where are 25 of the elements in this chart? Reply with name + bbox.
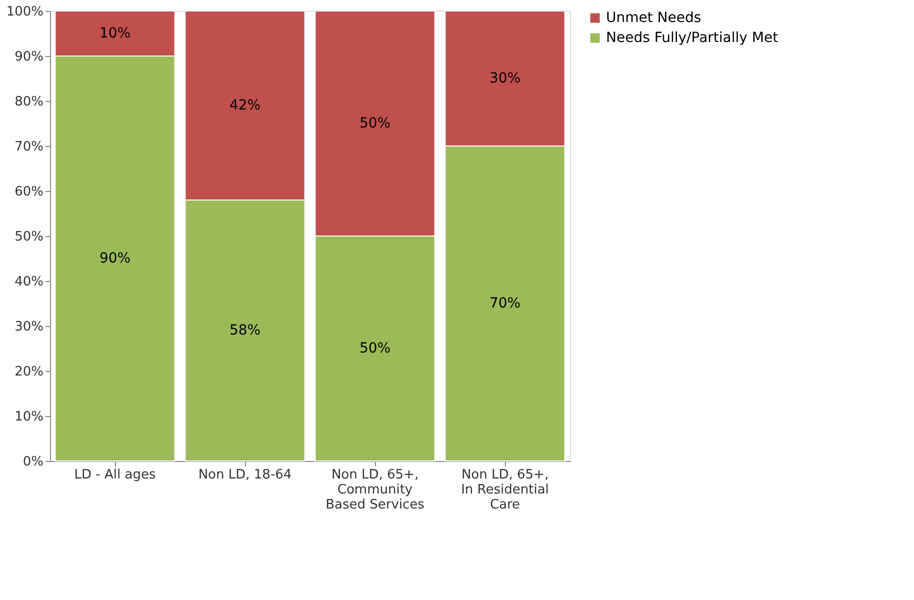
y-tick-label: 70% bbox=[14, 140, 44, 154]
y-tick-label: 90% bbox=[14, 50, 44, 64]
data-label: 50% bbox=[359, 116, 391, 132]
data-label: 50% bbox=[359, 340, 391, 356]
legend-label: Needs Fully/Partially Met bbox=[606, 30, 779, 46]
y-tick-label: 100% bbox=[6, 4, 44, 20]
y-tick-label: 0% bbox=[22, 454, 44, 470]
data-label: 70% bbox=[489, 296, 521, 312]
data-label: 30% bbox=[489, 70, 521, 86]
data-label: 90% bbox=[99, 250, 131, 266]
y-tick-label: 80% bbox=[14, 94, 44, 110]
data-label: 58% bbox=[229, 322, 261, 338]
x-tick-label: Non LD, 65+, Community Based Services bbox=[326, 468, 425, 512]
y-tick-label: 40% bbox=[14, 274, 44, 290]
y-tick-label: 20% bbox=[14, 364, 44, 380]
y-tick-label: 60% bbox=[14, 184, 44, 200]
y-tick-label: 10% bbox=[14, 410, 44, 424]
x-tick-label: Non LD, 18-64 bbox=[198, 468, 292, 482]
legend-label: Unmet Needs bbox=[606, 10, 702, 26]
x-tick-label: LD - All ages bbox=[74, 468, 156, 482]
x-tick-label: Non LD, 65+, In Residential Care bbox=[461, 468, 549, 512]
data-label: 10% bbox=[99, 26, 131, 42]
y-tick-label: 50% bbox=[14, 230, 44, 244]
y-tick-label: 30% bbox=[14, 320, 44, 334]
data-label: 42% bbox=[229, 98, 261, 114]
